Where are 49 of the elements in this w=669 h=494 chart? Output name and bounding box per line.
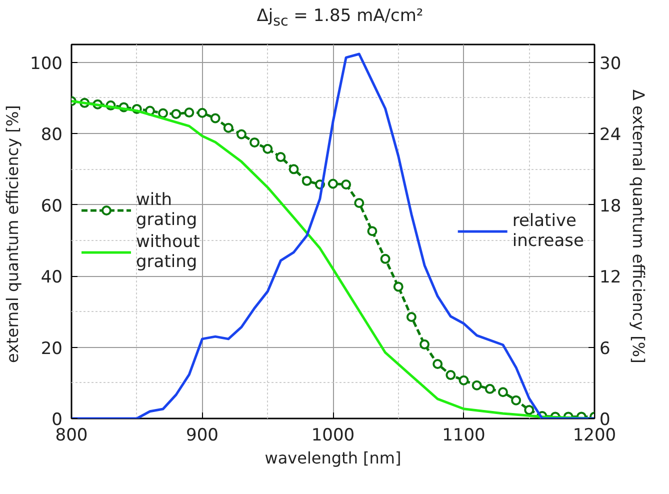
point	[328, 178, 338, 189]
point	[367, 226, 378, 236]
x-tick-label: 800	[55, 426, 88, 446]
point	[484, 384, 495, 394]
point	[380, 254, 390, 264]
x-axis-title: wavelength [nm]	[264, 448, 402, 468]
point	[524, 404, 534, 415]
point	[472, 380, 482, 390]
y-tick-label: 20	[40, 338, 63, 359]
point	[354, 198, 364, 208]
point	[420, 339, 430, 350]
point	[210, 113, 220, 124]
point	[341, 179, 352, 190]
y-tick-label: 60	[40, 196, 63, 216]
point	[184, 108, 194, 118]
y2-tick-label: 24	[600, 125, 622, 146]
point	[511, 395, 522, 406]
point	[262, 144, 273, 154]
legend-label: without grating	[136, 232, 200, 272]
point	[458, 375, 469, 386]
point	[276, 152, 286, 162]
point	[223, 122, 234, 133]
y-tick-label: 80	[40, 125, 63, 146]
point	[302, 176, 312, 186]
x-tick-label: 1200	[572, 426, 616, 446]
point	[393, 282, 404, 292]
point	[236, 129, 246, 140]
point	[158, 108, 168, 118]
chart-title: Δj$_{sc}$ = 1.85 mA/cm²	[256, 5, 424, 32]
y2-tick-label: 12	[600, 268, 622, 288]
point	[288, 164, 299, 174]
point	[406, 312, 416, 322]
point	[446, 370, 456, 380]
y2-tick-label: 18	[600, 196, 622, 216]
y2-tick-label: 6	[600, 338, 610, 359]
x-tick-label: 900	[186, 426, 218, 446]
y2-tick-label: 30	[600, 54, 622, 74]
point	[171, 108, 182, 119]
y-tick-label: 40	[40, 268, 63, 288]
x-tick-label: 1000	[311, 426, 355, 446]
point	[197, 108, 208, 118]
y2-axis-title: Δ external quantum efficiency [%]	[629, 89, 648, 364]
y-axis-title: external quantum efficiency [%]	[3, 105, 22, 363]
point	[498, 387, 508, 398]
point	[250, 137, 260, 148]
y-tick-label: 100	[30, 54, 63, 74]
legend-label: relative increase	[512, 211, 584, 251]
x-tick-label: 1100	[442, 426, 486, 446]
point	[432, 359, 443, 369]
